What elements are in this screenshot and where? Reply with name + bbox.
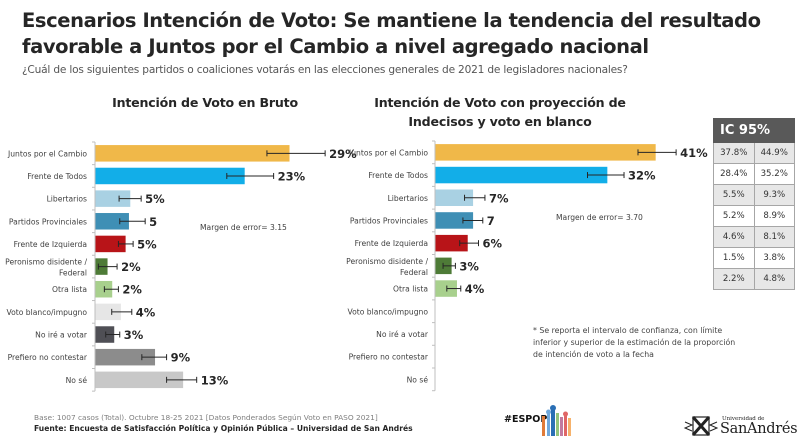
bar [95,145,290,162]
data-label: 2% [122,283,142,297]
category-label: Otra lista [52,285,87,294]
raised-hands-logo-icon [542,405,571,436]
data-label: 7% [489,191,509,205]
university-name-small: Universidad de [722,416,765,422]
bar [95,348,156,366]
ic-lower-bound: 4.6% [713,226,755,248]
data-label: 23% [278,169,306,183]
ci-footnote-line-2: inferior y superior de la estimación de … [533,338,736,347]
bar [95,371,184,389]
right-chart-title: Intención de Voto con proyección de Inde… [374,95,626,129]
page-title: Escenarios Intención de Voto: Se mantien… [22,9,761,58]
data-label: 2% [121,260,141,274]
category-label: Voto blanco/impugno [7,308,88,317]
ic-lower-bound: 5.2% [713,205,755,227]
category-label: Frente de Todos [368,171,428,180]
ic-table-row: 4.6% 8.1% [713,226,795,248]
data-label: 5 [149,215,157,229]
ic-lower-bound: 28.4% [713,163,755,185]
footer-base-text: Base: 1007 casos (Total). Octubre 18-25 … [34,413,378,422]
ic-lower-bound: 2.2% [713,268,755,290]
bar [95,303,121,321]
data-label: 9% [171,351,191,365]
ic-upper-bound: 3.8% [753,247,795,269]
category-label: No sé [407,375,429,384]
bar [435,189,474,206]
ic-table-row: 5.2% 8.9% [713,205,795,227]
category-label: No iré a votar [376,330,429,339]
category-label: Libertarios [388,194,428,203]
ic-95-table: IC 95% 37.8% 44.9% 28.4% 35.2% 5.5% 9.3% 5.2% 8… [713,118,795,290]
ic-upper-bound: 9.3% [753,184,795,206]
ic-upper-bound: 4.8% [753,268,795,290]
bar [435,212,474,229]
bar [435,280,457,297]
category-label: Prefiero no contestar [8,353,88,362]
ic-table-row: 5.5% 9.3% [713,184,795,206]
data-label: 6% [482,237,502,251]
ic-table-row: 37.8% 44.9% [713,142,795,164]
page-subtitle: ¿Cuál de los siguientes partidos o coali… [22,64,628,76]
bar [95,190,131,207]
category-label: Partidos Provinciales [350,216,428,225]
ci-footnote-line-3: de intención de voto a la fecha [533,350,654,359]
data-label: 7 [487,214,495,228]
category-label: Prefiero no contestar [349,353,429,362]
category-label: Federal [59,269,87,278]
bar [95,235,126,253]
university-name-logo: SanAndrés [720,421,798,437]
data-label: 32% [628,169,656,183]
category-label: Voto blanco/impugno [348,307,429,316]
category-label: Frente de Izquierda [355,239,428,248]
category-label: No iré a votar [35,331,88,340]
category-label: Federal [400,268,428,277]
category-label: Juntos por el Cambio [348,148,428,157]
data-label: 13% [201,373,229,387]
ci-footnote: * Se reporta el intervalo de confianza, … [533,325,735,361]
category-label: Frente de Izquierda [14,240,87,249]
ic-upper-bound: 8.1% [753,226,795,248]
category-label: Peronismo disidente / [346,257,428,266]
category-label: Otra lista [393,285,428,294]
data-label: 3% [124,328,144,342]
bar [95,213,129,230]
data-label: 5% [137,237,157,251]
bar [95,167,245,185]
ic-lower-bound: 1.5% [713,247,755,269]
category-label: Libertarios [47,195,87,204]
margin-of-error-annotation: Margen de error= 3.70 [556,213,643,222]
ic-upper-bound: 8.9% [753,205,795,227]
data-label: 4% [465,282,485,296]
ic-lower-bound: 5.5% [713,184,755,206]
university-crest-icon [683,416,719,436]
ic-table-row: 28.4% 35.2% [713,163,795,185]
data-label: 3% [459,259,479,273]
category-label: Partidos Provinciales [9,217,87,226]
ic-upper-bound: 44.9% [753,142,795,164]
bar [95,326,115,343]
data-label: 4% [136,305,156,319]
data-label: 41% [680,146,708,160]
ci-footnote-line-1: * Se reporta el intervalo de confianza, … [533,326,723,335]
footer-source-text: Fuente: Encuesta de Satisfacción Polític… [34,424,413,433]
margin-of-error-annotation: Margen de error= 3.15 [200,223,287,232]
bar [435,166,608,184]
data-label: 5% [145,192,165,206]
category-label: Juntos por el Cambio [7,149,87,158]
ic-upper-bound: 35.2% [753,163,795,185]
data-label: 29% [329,147,357,161]
ic-table-header: IC 95% [713,118,795,143]
ic-lower-bound: 37.8% [713,142,755,164]
category-label: Peronismo disidente / [5,258,87,267]
bar [435,144,656,161]
category-label: No sé [66,376,88,385]
left-chart-title: Intención de Voto en Bruto [112,95,298,110]
ic-table-row: 1.5% 3.8% [713,247,795,269]
ic-table-row: 2.2% 4.8% [713,268,795,290]
bar [435,234,468,252]
category-label: Frente de Todos [27,172,87,181]
espop-hashtag: #ESPOP [504,414,548,425]
bar [95,280,113,298]
